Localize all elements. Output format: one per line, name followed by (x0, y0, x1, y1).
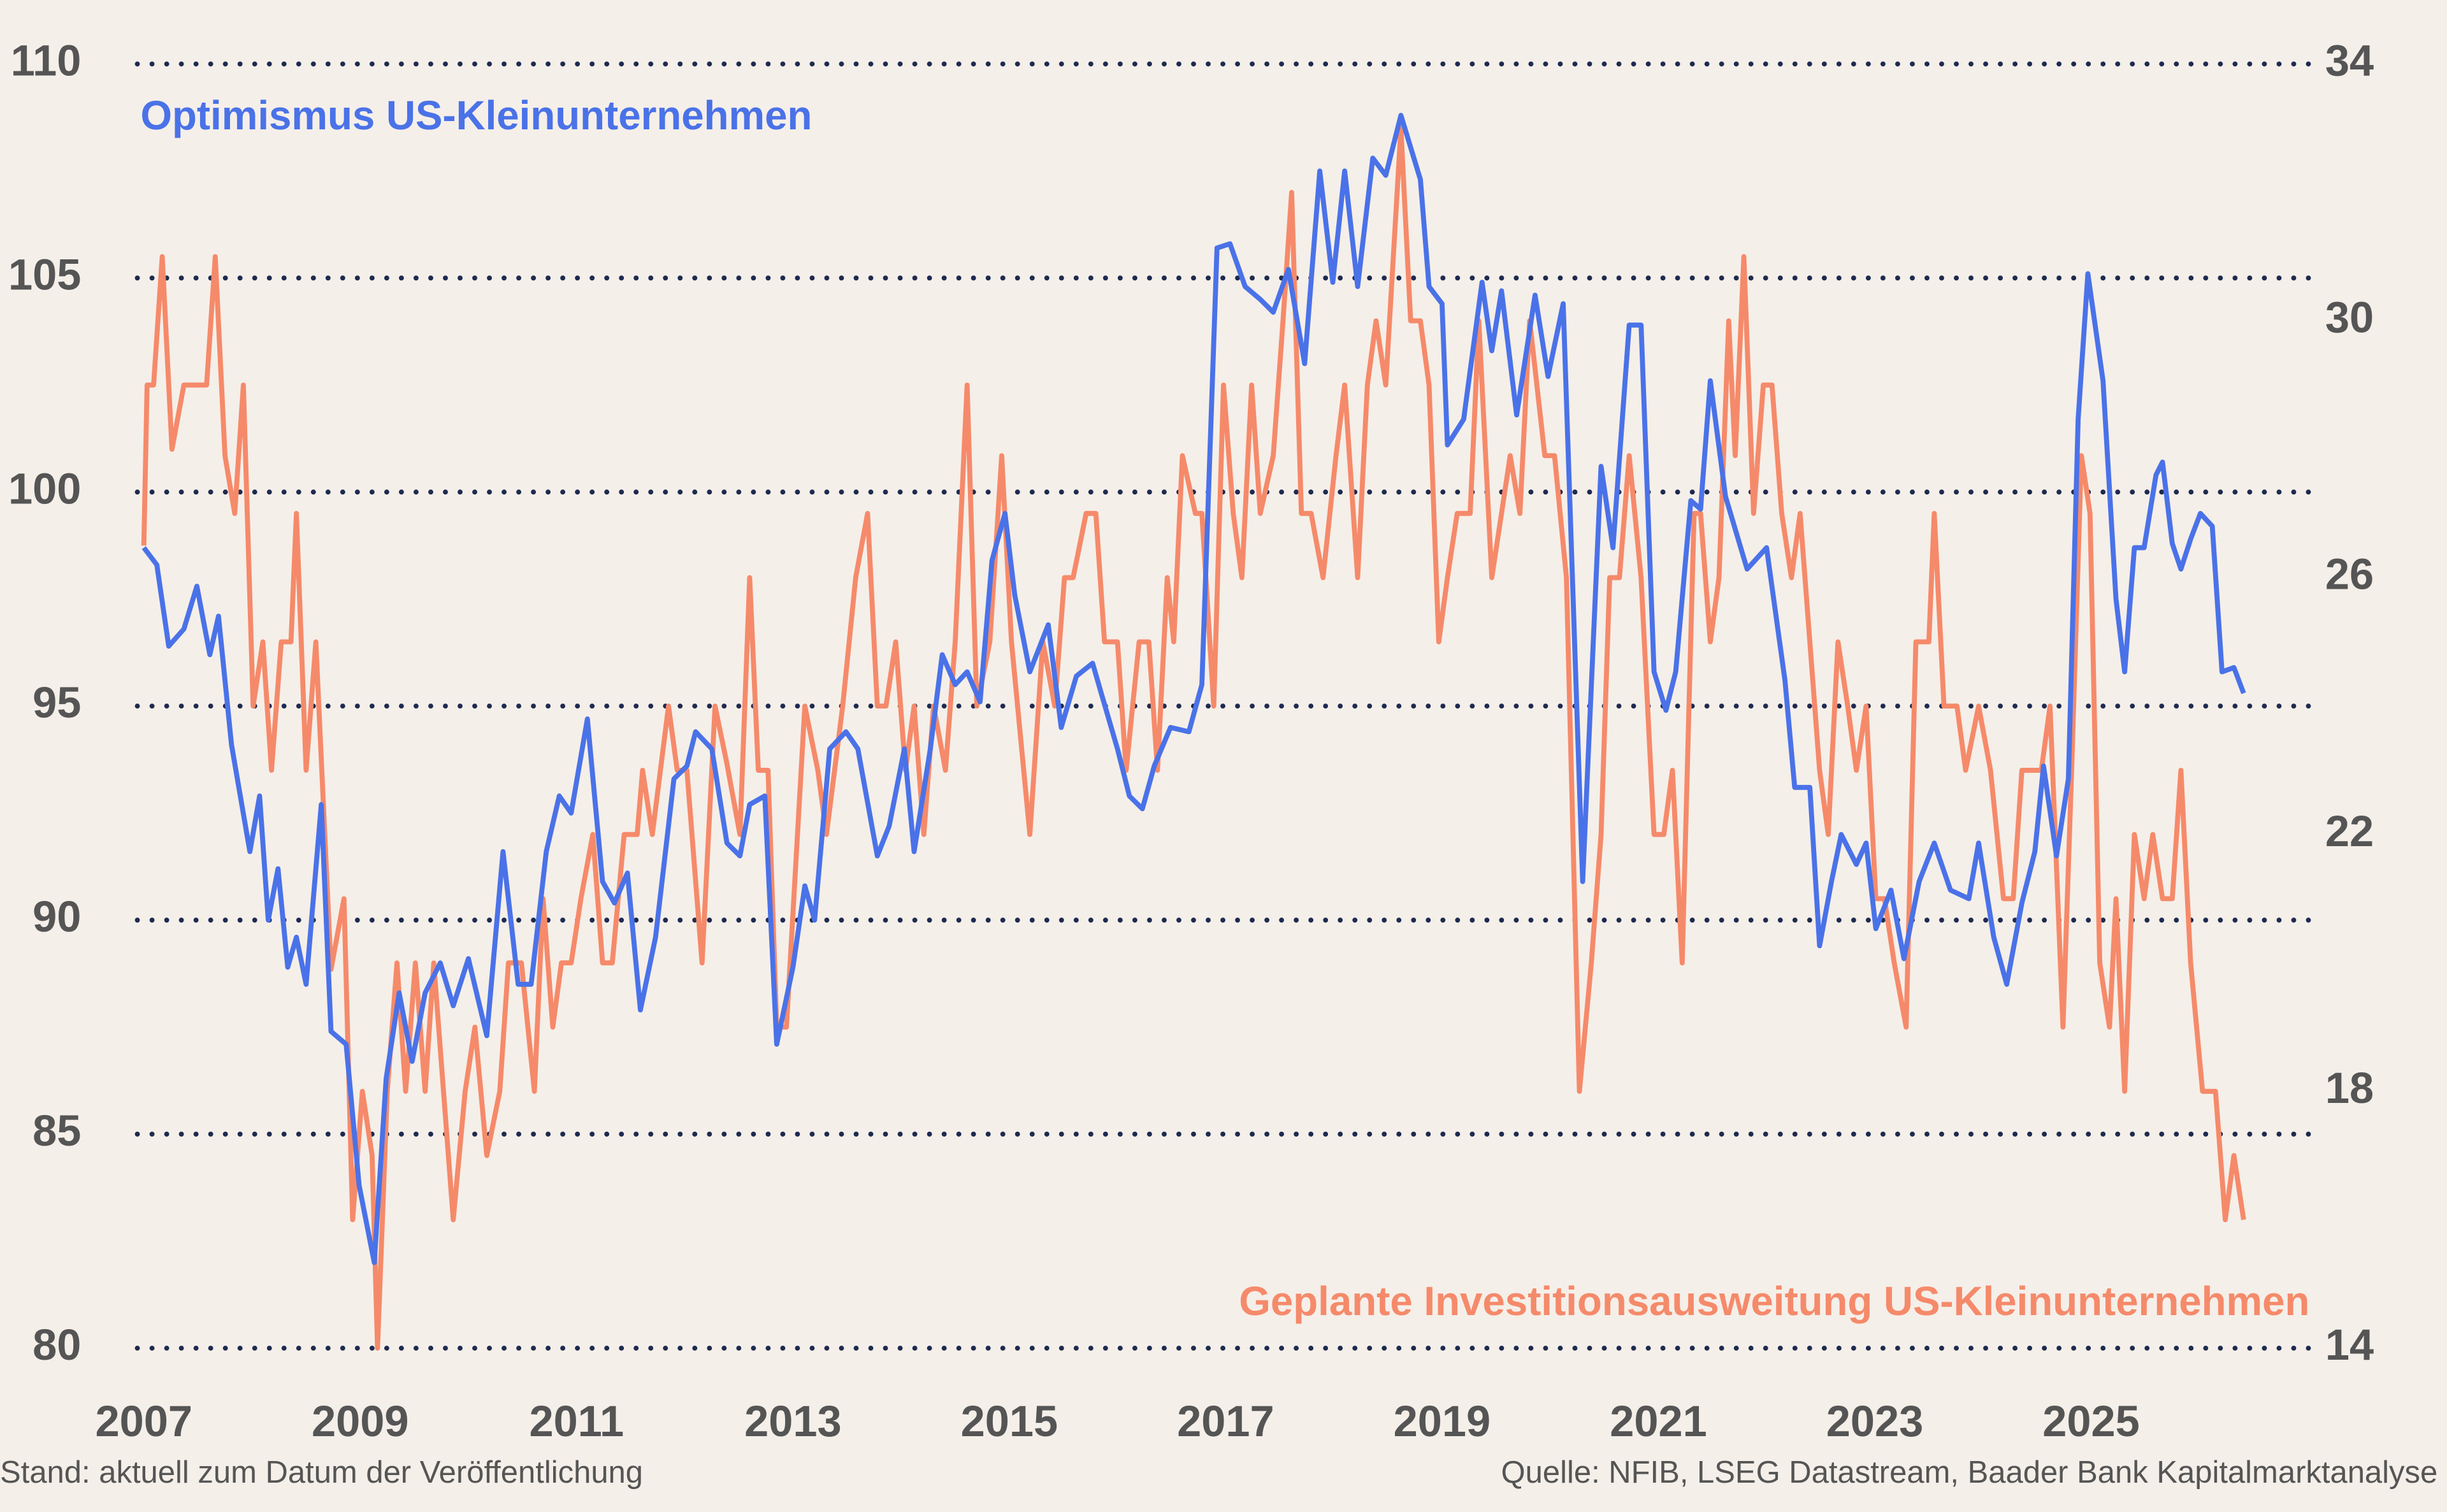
y-tick-label: 110 (11, 36, 82, 85)
x-tick-label: 2009 (312, 1397, 409, 1446)
y2-tick-label: 14 (2325, 1320, 2374, 1369)
y-tick-label: 105 (8, 250, 81, 299)
series-label: Optimismus US-Kleinunternehmen (140, 93, 812, 138)
x-tick-label: 2021 (1610, 1397, 1707, 1446)
source: Quelle: NFIB, LSEG Datastream, Baader Ba… (1501, 1455, 2438, 1490)
x-tick-label: 2015 (961, 1397, 1058, 1446)
x-tick-label: 2019 (1394, 1397, 1491, 1446)
y-tick-label: 100 (8, 464, 81, 513)
y2-tick-label: 34 (2325, 36, 2374, 85)
y2-tick-label: 22 (2325, 807, 2374, 856)
x-tick-label: 2023 (1826, 1397, 1924, 1446)
x-tick-label: 2011 (529, 1397, 624, 1446)
y-tick-label: 95 (32, 678, 81, 727)
series-line (141, 126, 2246, 1351)
y2-tick-label: 26 (2325, 550, 2374, 599)
series-line (141, 113, 2246, 1265)
y-tick-label: 85 (32, 1106, 81, 1155)
y-tick-label: 80 (32, 1320, 81, 1369)
series-label: Geplante Investitionsausweitung US-Klein… (1239, 1279, 2309, 1324)
note: Stand: aktuell zum Datum der Veröffentli… (0, 1455, 643, 1490)
x-tick-label: 2007 (95, 1397, 192, 1446)
x-tick-label: 2013 (744, 1397, 842, 1446)
x-tick-label: 2017 (1177, 1397, 1274, 1446)
y2-tick-label: 18 (2325, 1063, 2374, 1112)
y2-tick-label: 30 (2325, 293, 2374, 342)
x-tick-label: 2025 (2042, 1397, 2140, 1446)
y-tick-label: 90 (32, 892, 81, 941)
